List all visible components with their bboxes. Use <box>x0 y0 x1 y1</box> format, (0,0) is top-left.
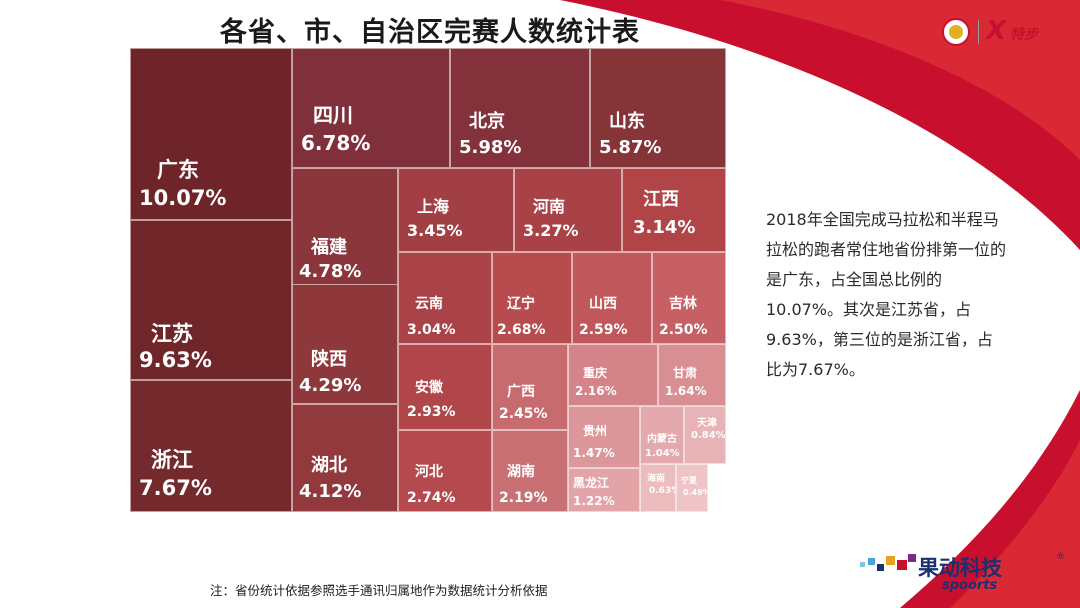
treemap-cell-value: 2.68% <box>497 322 546 338</box>
treemap-cell-label: 广东 <box>157 158 199 182</box>
treemap-cell-label: 天津 <box>697 418 717 429</box>
treemap-cell: 上海 3.45% <box>398 168 514 252</box>
treemap-cell-label: 陕西 <box>311 349 347 370</box>
treemap-cell-value: 9.63% <box>139 348 212 372</box>
treemap-cell-label: 甘肃 <box>673 366 698 380</box>
treemap-cell: 宁夏 0.49% <box>676 464 708 512</box>
treemap-cell: 广西 2.45% <box>492 344 568 430</box>
treemap-cell: 浙江 7.67% <box>130 380 292 512</box>
treemap-cell: 甘肃 1.64% <box>658 344 726 406</box>
treemap-chart: 广东 10.07% 江苏 9.63% 浙江 7.67% 四川 6.78% 北京 5.98% 山东 5.… <box>130 48 726 512</box>
treemap-cell-label: 河北 <box>415 464 443 480</box>
association-badge-icon <box>942 18 970 46</box>
treemap-cell-value: 1.22% <box>573 494 615 508</box>
description-text: 2018年全国完成马拉松和半程马拉松的跑者常住地省份排第一位的是广东，占全国总比… <box>766 210 1007 379</box>
treemap-cell-label: 江苏 <box>151 322 193 346</box>
treemap-cell-label: 湖南 <box>507 464 535 480</box>
brand-subtitle: spoorts <box>942 578 998 593</box>
treemap-cell-value: 0.84% <box>691 430 726 441</box>
treemap-cell: 重庆 2.16% <box>568 344 658 406</box>
treemap-cell-value: 0.49% <box>683 488 708 497</box>
page-title: 各省、市、自治区完赛人数统计表 <box>220 17 640 48</box>
treemap-cell: 辽宁 2.68% <box>492 252 572 344</box>
treemap-cell: 河南 3.27% <box>514 168 622 252</box>
treemap-cell: 贵州 1.47% <box>568 406 640 468</box>
treemap-cell-value: 2.93% <box>407 404 456 420</box>
treemap-cell-value: 4.12% <box>299 481 362 502</box>
treemap-cell-label: 河南 <box>533 197 566 216</box>
treemap-cell-label: 山东 <box>609 111 645 132</box>
treemap-cell: 山东 5.87% <box>590 48 726 168</box>
treemap-cell: 湖北 4.12% <box>292 404 398 512</box>
treemap-cell-value: 2.74% <box>407 490 456 506</box>
treemap-cell: 海南 0.63% <box>640 464 676 512</box>
registered-mark: ® <box>1056 552 1065 562</box>
treemap-cell: 河北 2.74% <box>398 430 492 512</box>
treemap-cell-value: 7.67% <box>139 476 212 500</box>
brand-logo: 果动科技 ® spoorts <box>860 550 1070 600</box>
sponsor-logo-text: 特步 <box>1010 27 1038 43</box>
treemap-cell-value: 2.19% <box>499 490 548 506</box>
treemap-cell-label: 福建 <box>311 237 347 258</box>
treemap-cell-value: 3.14% <box>633 217 696 238</box>
treemap-cell-label: 四川 <box>313 103 353 127</box>
treemap-cell-value: 1.64% <box>665 384 707 398</box>
treemap-cell-value: 1.47% <box>573 446 615 460</box>
treemap-cell-label: 江西 <box>643 189 679 210</box>
treemap-cell-label: 山西 <box>589 296 617 312</box>
treemap-cell-label: 北京 <box>469 111 505 132</box>
treemap-cell-value: 0.63% <box>649 486 675 496</box>
treemap-cell-label: 广西 <box>507 384 535 400</box>
treemap-cell: 北京 5.98% <box>450 48 590 168</box>
x-sport-logo-icon: X <box>986 16 1007 46</box>
treemap-cell-label: 安徽 <box>415 380 443 396</box>
treemap-cell-label: 海南 <box>647 474 666 484</box>
treemap-cell-value: 2.16% <box>575 384 617 398</box>
treemap-cell-value: 1.04% <box>645 448 680 459</box>
treemap-cell-label: 辽宁 <box>507 296 535 312</box>
logo-divider <box>978 20 979 44</box>
treemap-cell: 湖南 2.19% <box>492 430 568 512</box>
treemap-cell-value: 3.27% <box>523 221 579 240</box>
treemap-cell-label: 重庆 <box>583 366 608 380</box>
treemap-cell-value: 5.87% <box>599 137 662 158</box>
treemap-cell-label: 浙江 <box>151 448 193 472</box>
treemap-cell: 安徽 2.93% <box>398 344 492 430</box>
treemap-cell-label: 内蒙古 <box>647 434 677 445</box>
treemap-cell-label: 贵州 <box>583 424 608 438</box>
treemap-cell-value: 2.45% <box>499 406 548 422</box>
treemap-cell-value: 2.50% <box>659 322 708 338</box>
treemap-cell-label: 湖北 <box>311 455 347 476</box>
treemap-cell: 四川 6.78% <box>292 48 450 168</box>
treemap-cell: 广东 10.07% <box>130 48 292 220</box>
treemap-cell: 黑龙江 1.22% <box>568 468 640 512</box>
brand-name: 果动科技 <box>918 556 1002 580</box>
treemap-cell-value: 10.07% <box>139 186 227 210</box>
footnote: 注：省份统计依据参照选手通讯归属地作为数据统计分析依据 <box>210 583 548 598</box>
treemap-cell: 江苏 9.63% <box>130 220 292 380</box>
treemap-cell: 内蒙古 1.04% <box>640 406 684 464</box>
treemap-cell-label: 吉林 <box>669 296 697 312</box>
treemap-cell: 山西 2.59% <box>572 252 652 344</box>
treemap-cell-value: 6.78% <box>301 131 371 155</box>
treemap-cell-label: 上海 <box>417 197 450 216</box>
treemap-cell-value: 3.04% <box>407 322 456 338</box>
treemap-cell: 天津 0.84% <box>684 406 726 464</box>
treemap-cell-label: 黑龙江 <box>573 476 610 490</box>
treemap-cell: 吉林 2.50% <box>652 252 726 344</box>
treemap-cell-value: 4.29% <box>299 375 362 396</box>
treemap-cell-label: 宁夏 <box>681 476 697 485</box>
treemap-cell-value: 3.45% <box>407 221 463 240</box>
treemap-cell-value: 4.78% <box>299 261 362 282</box>
treemap-cell: 云南 3.04% <box>398 252 492 344</box>
treemap-cell: 陕西 4.29% <box>292 284 398 404</box>
treemap-cell-label: 云南 <box>415 296 443 312</box>
treemap-cell-value: 2.59% <box>579 322 628 338</box>
treemap-cell-value: 5.98% <box>459 137 522 158</box>
treemap-cell: 江西 3.14% <box>622 168 726 252</box>
